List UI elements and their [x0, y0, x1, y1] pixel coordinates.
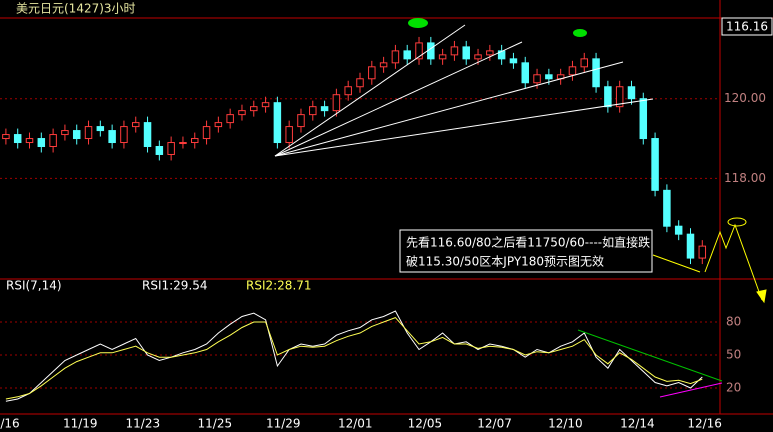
candle-body	[108, 130, 116, 144]
candle-body	[214, 122, 223, 128]
candle-body	[202, 126, 211, 140]
price-box	[721, 17, 773, 36]
x-tick-label: /16	[0, 417, 19, 431]
x-tick-label: 12/07	[477, 417, 512, 431]
candle-body	[167, 142, 175, 155]
candle-body	[379, 62, 388, 68]
candle-body	[674, 225, 683, 235]
candle-body	[509, 58, 518, 64]
candle-body	[450, 46, 459, 56]
candle-body	[13, 134, 22, 144]
candle-body	[368, 66, 376, 80]
annotation-box	[399, 229, 653, 273]
candle-body	[462, 46, 470, 60]
chart-title: 美元日元(1427)3小时	[16, 2, 136, 16]
candle-body	[49, 134, 57, 148]
legend-entry: RSI1:29.54	[142, 279, 208, 293]
candle-body	[592, 58, 600, 88]
candle-body	[686, 233, 695, 259]
current-price: 116.16	[726, 20, 768, 34]
peak-marker	[573, 29, 587, 37]
candle-body	[474, 54, 482, 60]
y-tick-label: 20	[726, 381, 741, 395]
peak-marker	[408, 18, 428, 28]
candle-body	[179, 142, 187, 145]
x-tick-label: 12/10	[548, 417, 583, 431]
frame	[0, 0, 773, 415]
candle-body	[238, 110, 246, 116]
annotation: 破115.30/50区本JPY180预示图无效	[406, 254, 604, 269]
x-tick-label: 11/19	[63, 417, 98, 431]
x-tick-label: 12/16	[687, 417, 722, 431]
candle-body	[226, 114, 234, 124]
candle-body	[332, 94, 341, 112]
candle-body	[391, 50, 400, 64]
candle-body	[37, 138, 46, 148]
candle-body	[84, 126, 93, 140]
x-tick-label: 12/05	[408, 417, 443, 431]
candle-body	[297, 114, 305, 128]
candle-body	[356, 78, 364, 88]
candle-body	[155, 146, 164, 155]
candle-body	[131, 122, 140, 128]
candle-body	[72, 130, 81, 140]
candle-body	[61, 130, 69, 136]
trend-lines	[274, 24, 654, 157]
candle-body	[486, 50, 494, 56]
candle-body	[250, 106, 258, 112]
y-tick-label: 120.00	[724, 91, 766, 105]
annotation: 先看116.60/80之后看11750/60----如直接跌	[406, 235, 650, 250]
candle-body	[639, 98, 648, 140]
candle-body	[309, 106, 317, 116]
candle-body	[143, 122, 152, 148]
candle-body	[320, 106, 329, 112]
y-tick-label: 50	[726, 348, 741, 362]
candle-body	[663, 189, 671, 227]
x-tick-label: 11/29	[266, 417, 301, 431]
candle-body	[521, 62, 529, 84]
candle-body	[615, 86, 624, 108]
candle-body	[427, 42, 435, 60]
candle-body	[25, 138, 34, 144]
x-tick-label: 12/14	[620, 417, 655, 431]
x-tick-label: 12/01	[338, 417, 373, 431]
rsi-line	[5, 310, 703, 402]
candle-body	[273, 102, 282, 144]
candle-body	[2, 134, 10, 140]
candle-body	[403, 50, 411, 60]
candle-body	[120, 126, 128, 144]
candle-body	[580, 58, 589, 68]
candle-body	[627, 86, 636, 100]
y-tick-label: 80	[726, 315, 741, 329]
candle-body	[261, 102, 270, 108]
candle-body	[533, 74, 541, 84]
rsi-title: RSI(7,14)	[6, 279, 62, 293]
candle-body	[96, 126, 105, 132]
candle-body	[415, 42, 423, 60]
candle-body	[568, 66, 577, 76]
candle-body	[285, 126, 293, 144]
x-tick-label: 11/25	[198, 417, 233, 431]
forecast	[577, 217, 767, 398]
candle-body	[545, 74, 553, 80]
y-tick-label: 118.00	[724, 171, 766, 185]
candle-body	[698, 245, 707, 259]
rsi-line	[5, 317, 703, 400]
x-tick-label: 11/23	[126, 417, 161, 431]
candle-body	[651, 138, 659, 191]
candle-body	[438, 54, 447, 60]
legend-entry: RSI2:28.71	[246, 279, 312, 293]
candle-body	[604, 86, 612, 108]
candle-body	[191, 138, 199, 144]
candle-body	[344, 86, 352, 96]
